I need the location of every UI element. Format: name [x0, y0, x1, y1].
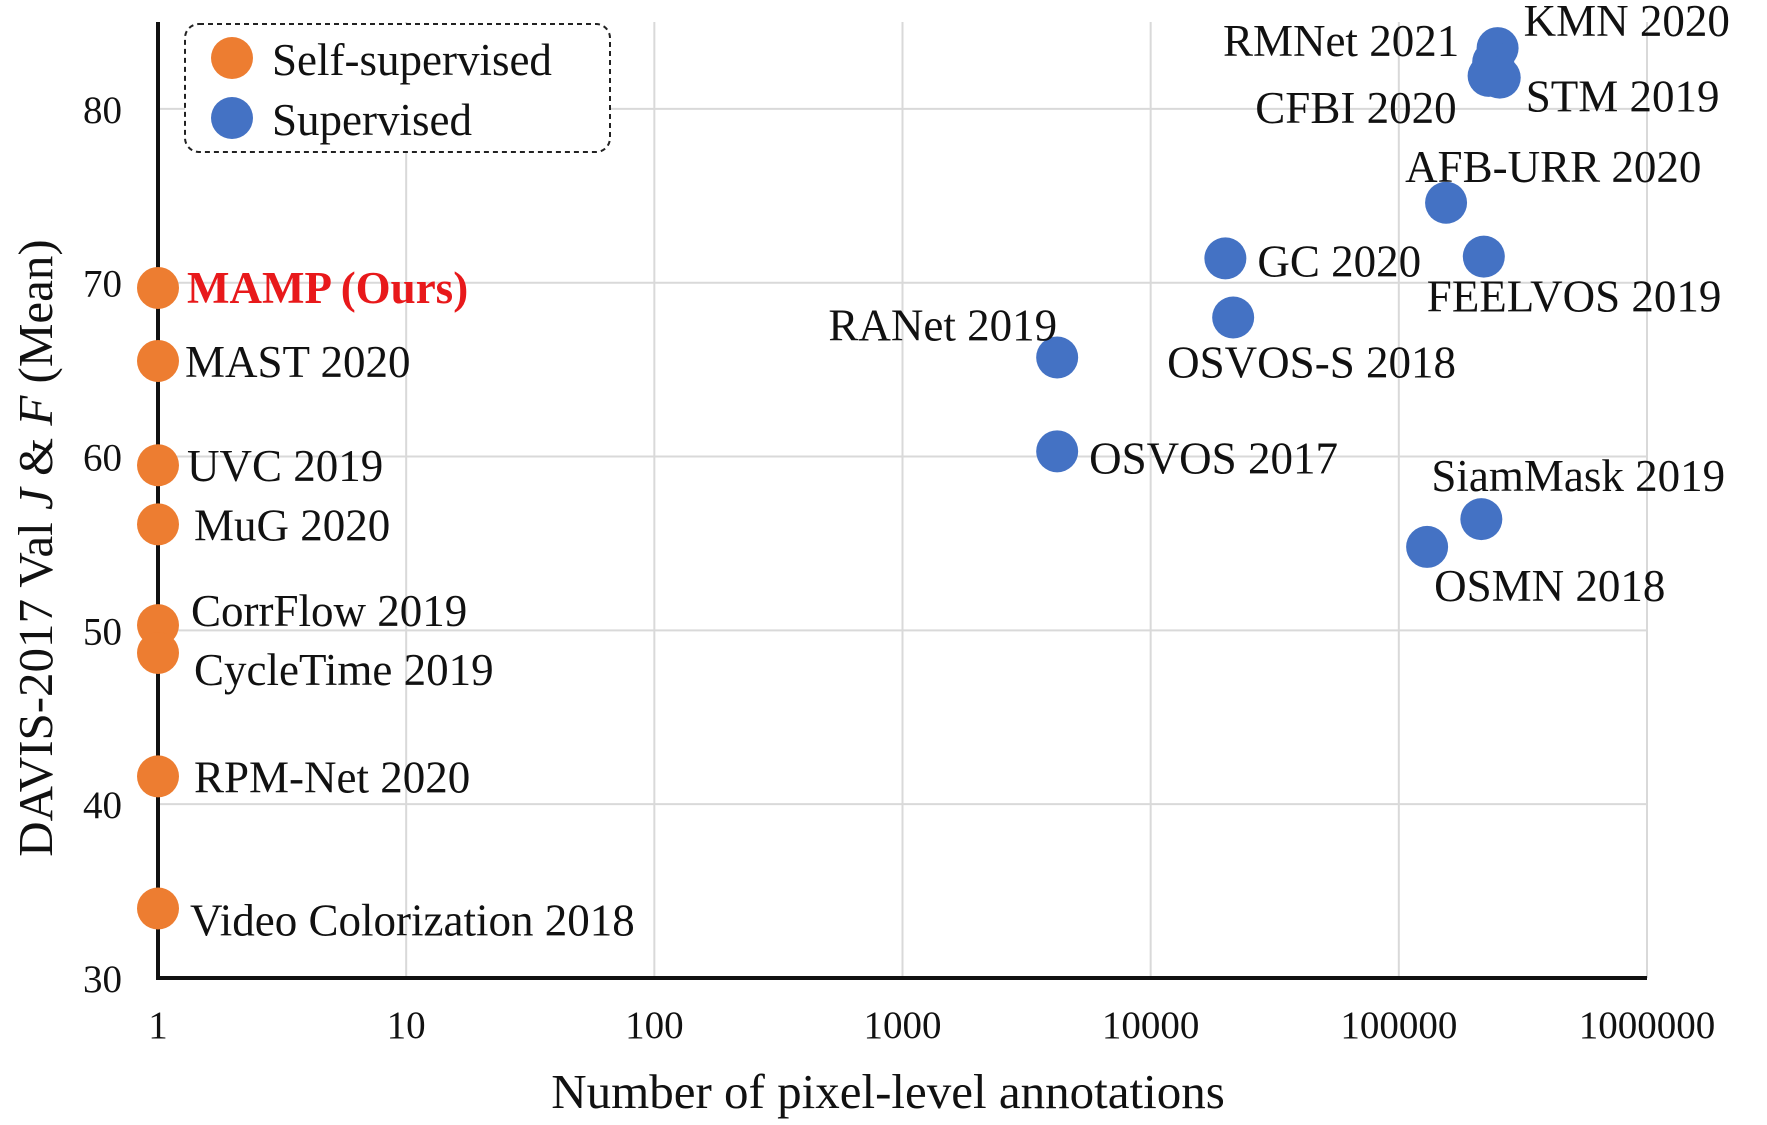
point-feelvos-2019: [1462, 235, 1505, 278]
point-uvc-2019: [137, 444, 179, 487]
x-tick-label-100: 100: [625, 1004, 684, 1047]
label-feelvos-2019: FEELVOS 2019: [1427, 272, 1722, 322]
x-tick-label-1000000: 1000000: [1579, 1004, 1716, 1047]
x-tick-label-1: 1: [148, 1004, 168, 1047]
y-tick-label-50: 50: [83, 610, 122, 653]
point-cfbi-2020: [1467, 54, 1510, 97]
legend-marker-supervised: [211, 97, 253, 139]
y-axis-title-j: J: [8, 486, 63, 510]
point-osvos-s-2018: [1212, 296, 1255, 339]
tick-labels: 1 10 100 1000 10000 100000 1000000 30 40 50 60 70 80: [83, 89, 1715, 1047]
label-rmnet-2021: RMNet 2021: [1223, 16, 1459, 66]
label-kmn-2020: KMN 2020: [1524, 0, 1730, 46]
y-tick-label-40: 40: [83, 784, 122, 827]
y-axis-title-amp: &: [8, 426, 63, 489]
point-siammask-2019: [1460, 498, 1503, 541]
label-siammask-2019: SiamMask 2019: [1431, 451, 1725, 501]
point-labels: MAMP (Ours) MAST 2020 UVC 2019 MuG 2020 Corr…: [185, 0, 1730, 945]
point-gc-2020: [1204, 237, 1247, 280]
point-video-colorization-2018: [137, 887, 179, 930]
y-axis-title-f: F: [8, 395, 63, 427]
legend: Self-supervised Supervised: [184, 23, 611, 153]
data-points: [137, 27, 1521, 930]
y-tick-label-80: 80: [83, 89, 122, 132]
point-mamp-ours: [137, 266, 179, 309]
label-cfbi-2020: CFBI 2020: [1255, 83, 1456, 133]
y-axis-title-suffix: (Mean): [8, 239, 63, 395]
label-osvos-2017: OSVOS 2017: [1089, 433, 1338, 483]
y-tick-label-30: 30: [83, 958, 122, 1001]
x-tick-label-1000: 1000: [864, 1004, 942, 1047]
label-osvos-s-2018: OSVOS-S 2018: [1167, 337, 1456, 387]
x-tick-label-100000: 100000: [1340, 1004, 1457, 1047]
label-osmn-2018: OSMN 2018: [1434, 561, 1665, 611]
y-axis-title: DAVIS-2017 Val J & F (Mean): [8, 239, 63, 856]
label-ranet-2019: RANet 2019: [828, 300, 1057, 350]
y-tick-label-60: 60: [83, 437, 122, 480]
label-afb-urr-2020: AFB-URR 2020: [1405, 142, 1701, 192]
legend-marker-self-supervised: [211, 37, 253, 79]
label-stm-2019: STM 2019: [1526, 72, 1720, 122]
label-rpm-net-2020: RPM-Net 2020: [194, 752, 470, 802]
x-axis-title: Number of pixel-level annotations: [551, 1064, 1225, 1119]
y-tick-label-70: 70: [83, 263, 122, 306]
label-uvc-2019: UVC 2019: [187, 441, 383, 491]
point-osvos-2017: [1036, 430, 1079, 473]
axes: [156, 22, 1647, 980]
point-mug-2020: [137, 503, 179, 546]
label-mamp-ours: MAMP (Ours): [187, 263, 468, 313]
label-corrflow-2019: CorrFlow 2019: [191, 586, 467, 636]
point-osmn-2018: [1406, 525, 1449, 568]
legend-box: [184, 23, 611, 153]
point-mast-2020: [137, 339, 179, 382]
legend-label-self-supervised: Self-supervised: [272, 35, 552, 85]
point-afb-urr-2020: [1425, 181, 1468, 224]
point-rpm-net-2020: [137, 755, 179, 798]
legend-label-supervised: Supervised: [272, 95, 472, 145]
x-tick-label-10: 10: [387, 1004, 426, 1047]
label-gc-2020: GC 2020: [1257, 236, 1421, 286]
label-mast-2020: MAST 2020: [185, 337, 410, 387]
label-video-colorization-2018: Video Colorization 2018: [190, 895, 635, 945]
point-ranet-2019: [1036, 336, 1079, 379]
x-tick-label-10000: 10000: [1102, 1004, 1200, 1047]
y-axis-title-prefix: DAVIS-2017 Val: [8, 510, 63, 857]
label-mug-2020: MuG 2020: [194, 500, 390, 550]
label-cycletime-2019: CycleTime 2019: [194, 645, 494, 695]
point-cycletime-2019: [137, 631, 179, 674]
